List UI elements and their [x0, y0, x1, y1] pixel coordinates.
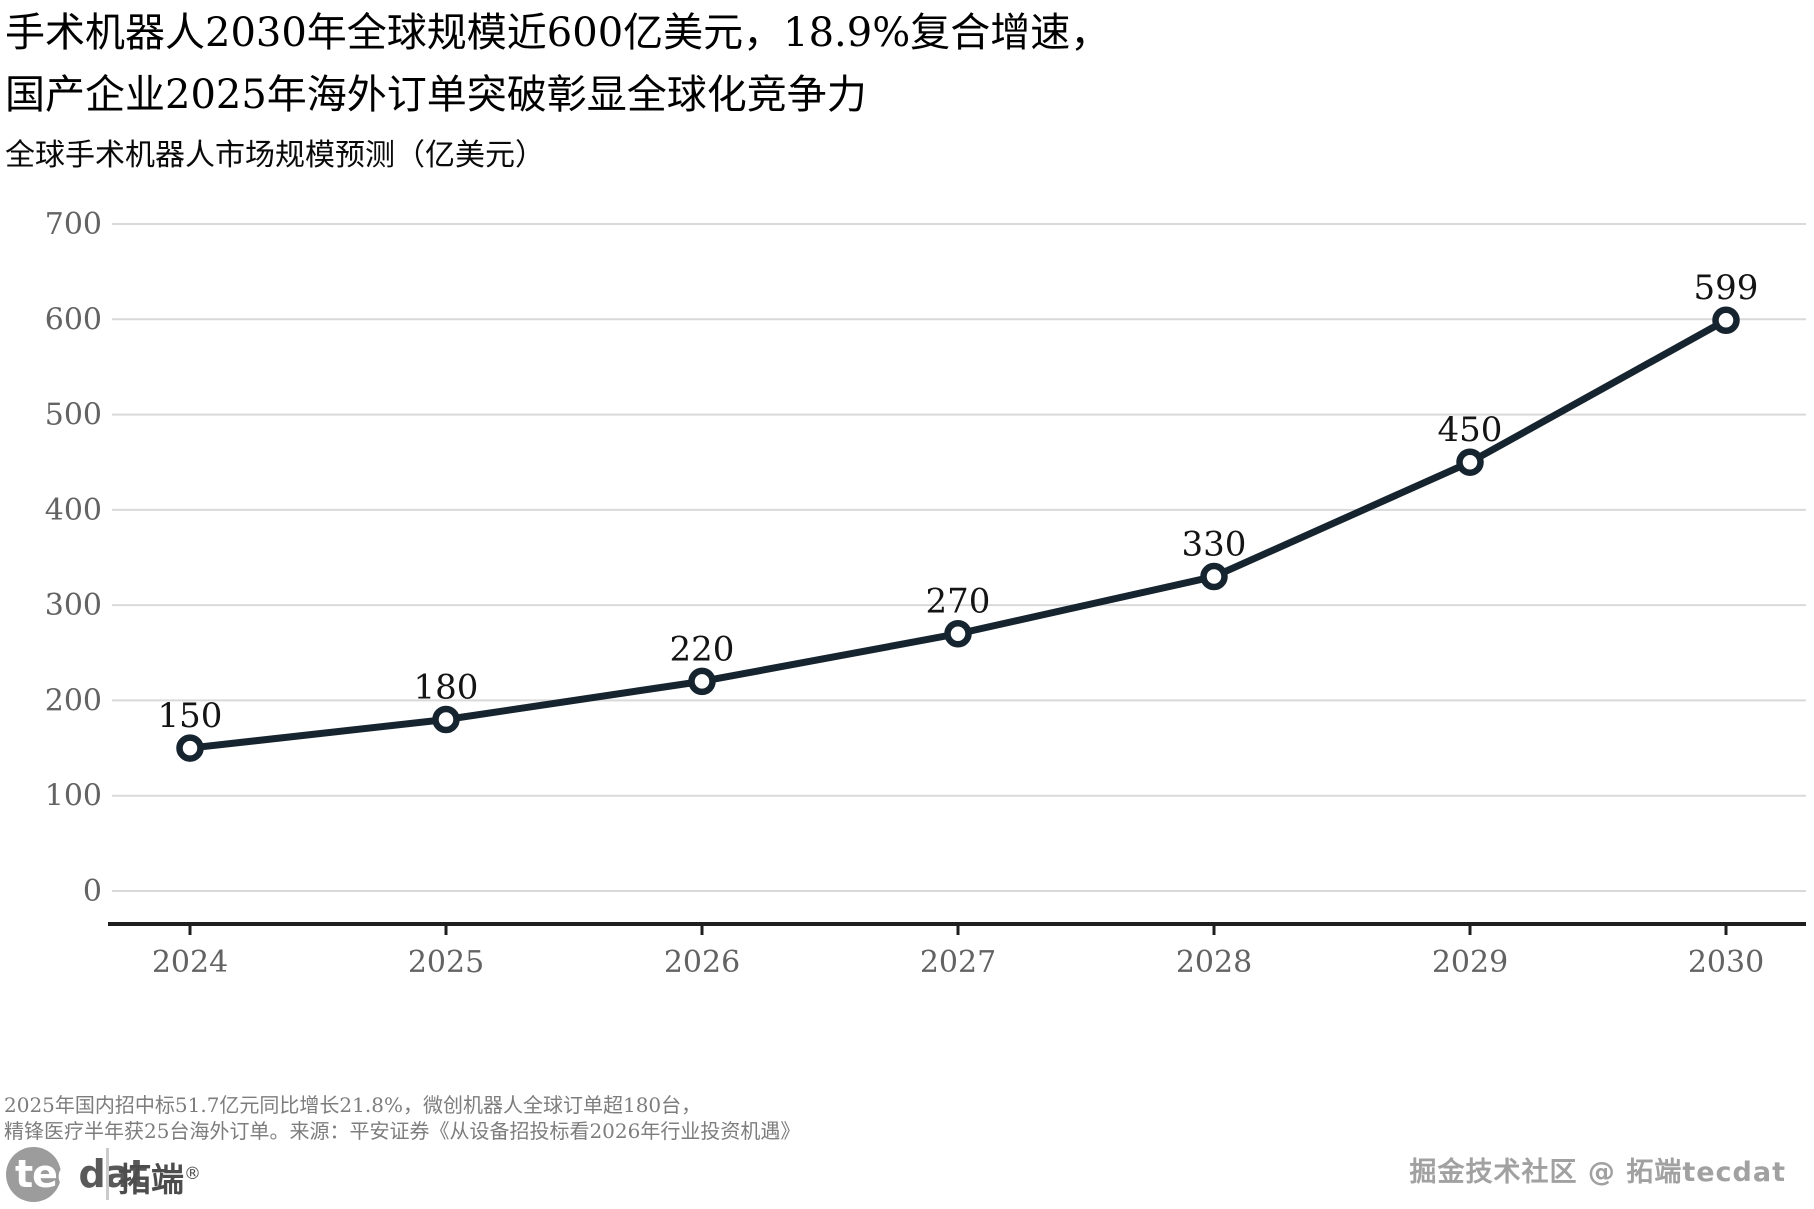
logo-wordmark: tecdat — [15, 1145, 147, 1203]
data-point-label: 150 — [158, 696, 223, 736]
x-tick-label: 2024 — [152, 945, 228, 980]
data-point-marker — [176, 734, 204, 762]
logo-cn-text: 拓端 — [118, 1160, 184, 1199]
logo-dat: dat — [78, 1152, 147, 1196]
x-tick-label: 2030 — [1688, 945, 1764, 980]
data-point-label: 220 — [670, 629, 735, 669]
y-tick-label: 600 — [45, 302, 102, 337]
y-tick-label: 700 — [45, 207, 102, 242]
data-point-label: 330 — [1182, 525, 1247, 565]
x-tick-label: 2028 — [1176, 945, 1252, 980]
headline-line1: 手术机器人2030年全球规模近600亿美元，18.9%复合增速， — [5, 10, 1111, 56]
y-tick-label: 300 — [45, 588, 102, 623]
footnote-line2: 精锋医疗半年获25台海外订单。来源：平安证券《从设备招投标看2026年行业投资机… — [4, 1119, 801, 1143]
footnote: 2025年国内招中标51.7亿元同比增长21.8%，微创机器人全球订单超180台… — [4, 1092, 800, 1144]
data-point-marker — [1200, 562, 1228, 591]
y-tick-label: 200 — [45, 683, 102, 718]
x-tick-label: 2029 — [1432, 945, 1508, 980]
chart-subtitle: 全球手术机器人市场规模预测（亿美元） — [5, 138, 545, 173]
header: 手术机器人2030年全球规模近600亿美元，18.9%复合增速， 国产企业202… — [5, 2, 1110, 176]
logo-divider — [106, 1148, 109, 1200]
y-tick-label: 100 — [45, 779, 102, 814]
data-point-marker — [688, 667, 716, 696]
footnote-line1: 2025年国内招中标51.7亿元同比增长21.8%，微创机器人全球订单超180台… — [4, 1093, 702, 1117]
logo-chinese-name: 拓端® — [118, 1145, 201, 1203]
data-point-label: 450 — [1438, 410, 1503, 450]
watermark: 掘金技术社区 @ 拓端tecdat — [1409, 1157, 1786, 1188]
y-tick-label: 400 — [45, 493, 102, 528]
registered-trademark-icon: ® — [184, 1164, 201, 1184]
data-point-label: 270 — [926, 582, 991, 622]
x-tick-label: 2026 — [664, 945, 740, 980]
data-point-marker — [1456, 448, 1484, 476]
logo-circle-icon — [6, 1147, 61, 1202]
x-tick-label: 2025 — [408, 945, 484, 980]
data-point-marker — [1712, 306, 1740, 334]
data-point-marker — [944, 619, 972, 648]
y-tick-label: 0 — [83, 874, 102, 909]
headline-line2: 国产企业2025年海外订单突破彰显全球化竞争力 — [5, 72, 867, 118]
logo-tec: tec — [15, 1152, 79, 1196]
data-point-marker — [432, 705, 460, 734]
data-point-label: 599 — [1694, 268, 1759, 308]
x-tick-label: 2027 — [920, 945, 996, 980]
y-tick-label: 500 — [45, 398, 102, 433]
data-point-label: 180 — [414, 667, 479, 707]
